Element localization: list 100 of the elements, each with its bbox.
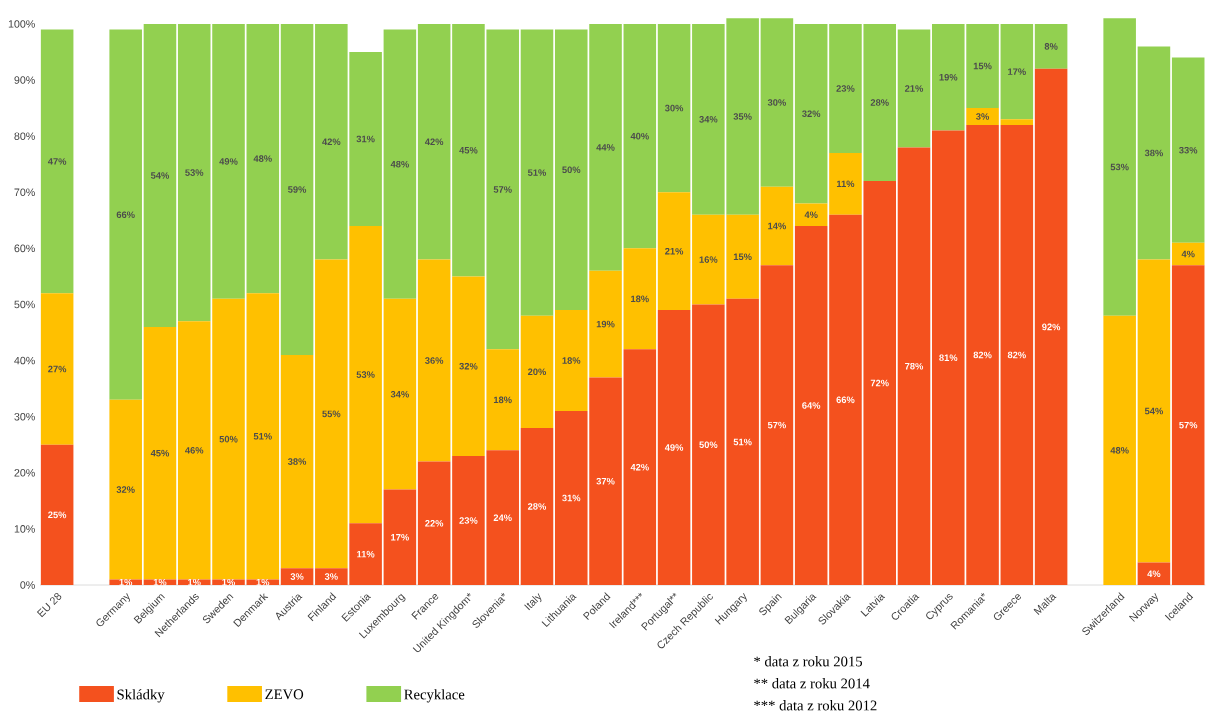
bar	[657, 23, 691, 193]
bar	[760, 265, 794, 585]
y-tick-label: 10%	[14, 525, 35, 533]
bar	[246, 293, 280, 580]
data-label: 82%	[1007, 351, 1026, 359]
data-label: 49%	[219, 158, 238, 165]
data-label: 48%	[390, 160, 409, 168]
data-label: 20%	[527, 368, 547, 376]
y-tick-label: 60%	[14, 244, 35, 253]
data-label: 54%	[150, 172, 170, 179]
text: * data z roku 2015	[754, 656, 863, 667]
bar	[417, 259, 451, 462]
data-label: 32%	[802, 110, 821, 118]
bar	[794, 203, 828, 226]
bar	[417, 23, 451, 260]
y-tick-label: 0%	[20, 581, 35, 589]
data-label: 48%	[253, 155, 272, 162]
y-tick-label: 90%	[14, 76, 35, 84]
data-label: 3%	[976, 113, 990, 120]
text: ** data z roku 2014	[754, 678, 870, 689]
data-label: 57%	[767, 421, 786, 429]
bar	[657, 310, 691, 585]
bar	[794, 23, 828, 204]
data-label: 30%	[664, 104, 684, 112]
data-label: 35%	[733, 113, 752, 120]
data-label: 1%	[222, 578, 236, 586]
data-label: 23%	[459, 517, 478, 524]
bar	[1171, 242, 1205, 266]
bar	[897, 29, 931, 148]
legend-label: Skládky	[117, 689, 165, 703]
bar	[280, 568, 314, 585]
bar	[143, 23, 177, 327]
bar	[1000, 124, 1034, 585]
data-label: 23%	[836, 85, 855, 92]
data-label: 50%	[219, 435, 238, 443]
data-label: 32%	[459, 362, 478, 370]
y-tick-label: 30%	[14, 412, 35, 421]
data-label: 57%	[1179, 421, 1198, 429]
data-label: 42%	[630, 463, 649, 471]
data-label: 72%	[870, 379, 889, 387]
text: *** data z roku 2012	[754, 700, 877, 711]
bar	[383, 489, 417, 585]
bar	[623, 248, 657, 350]
data-label: 48%	[1110, 447, 1129, 454]
bar	[109, 29, 142, 400]
data-label: 45%	[459, 146, 478, 154]
data-label: 55%	[322, 410, 341, 418]
data-label: 33%	[1179, 146, 1198, 154]
bar	[520, 315, 554, 428]
bar	[1034, 68, 1068, 585]
data-label: 18%	[631, 295, 649, 303]
data-label: 11%	[836, 180, 855, 188]
y-tick-label: 100%	[8, 20, 35, 28]
data-label: 18%	[562, 357, 581, 364]
data-label: 1%	[188, 578, 201, 586]
bar	[897, 147, 931, 585]
data-label: 45%	[150, 449, 170, 457]
data-label: 21%	[665, 247, 684, 255]
bar	[1137, 562, 1171, 585]
data-label: 50%	[699, 441, 718, 449]
data-label: 51%	[253, 433, 272, 440]
bar	[623, 23, 657, 249]
bar	[829, 152, 862, 215]
data-label: 15%	[973, 62, 992, 70]
data-label: 24%	[493, 514, 512, 521]
data-label: 49%	[664, 444, 684, 451]
data-label: 37%	[596, 477, 615, 485]
bar	[760, 18, 794, 187]
bar	[417, 461, 451, 585]
bar	[760, 186, 794, 266]
data-label: 53%	[185, 169, 204, 176]
data-label: 1%	[153, 578, 167, 586]
bar	[1000, 23, 1034, 120]
data-label: 1%	[256, 578, 270, 586]
y-tick-label: 50%	[14, 300, 35, 309]
data-label: 42%	[424, 138, 444, 146]
data-label: 47%	[47, 158, 67, 165]
bar	[280, 354, 314, 569]
data-label: 4%	[804, 211, 818, 218]
y-tick-label: 20%	[14, 469, 35, 477]
bar	[1137, 46, 1171, 260]
bar	[657, 192, 691, 311]
data-label: 21%	[904, 85, 924, 92]
data-label: 81%	[939, 354, 958, 362]
bar	[143, 326, 177, 580]
bar	[40, 29, 74, 294]
data-label: 19%	[596, 320, 615, 328]
data-label: 53%	[356, 371, 375, 378]
data-label: 53%	[1110, 163, 1129, 171]
data-label: 34%	[699, 116, 718, 123]
data-label: 11%	[357, 550, 375, 558]
bar	[109, 579, 142, 585]
data-label: 17%	[1008, 68, 1026, 75]
data-label: 14%	[768, 222, 786, 230]
data-label: 42%	[322, 138, 341, 146]
bar	[1171, 265, 1205, 585]
bar	[623, 349, 657, 585]
data-label: 66%	[116, 211, 135, 218]
legend-label: Recyklace	[404, 689, 465, 703]
data-label: 51%	[527, 169, 547, 176]
